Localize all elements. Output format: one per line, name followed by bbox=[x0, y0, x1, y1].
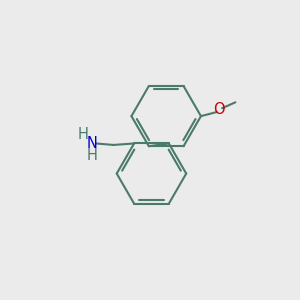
Text: N: N bbox=[87, 136, 98, 151]
Text: H: H bbox=[77, 127, 88, 142]
Text: H: H bbox=[87, 148, 98, 163]
Text: O: O bbox=[213, 102, 225, 117]
